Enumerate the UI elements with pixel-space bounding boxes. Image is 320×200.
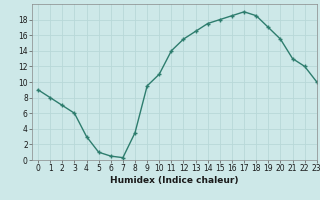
X-axis label: Humidex (Indice chaleur): Humidex (Indice chaleur) <box>110 176 239 185</box>
